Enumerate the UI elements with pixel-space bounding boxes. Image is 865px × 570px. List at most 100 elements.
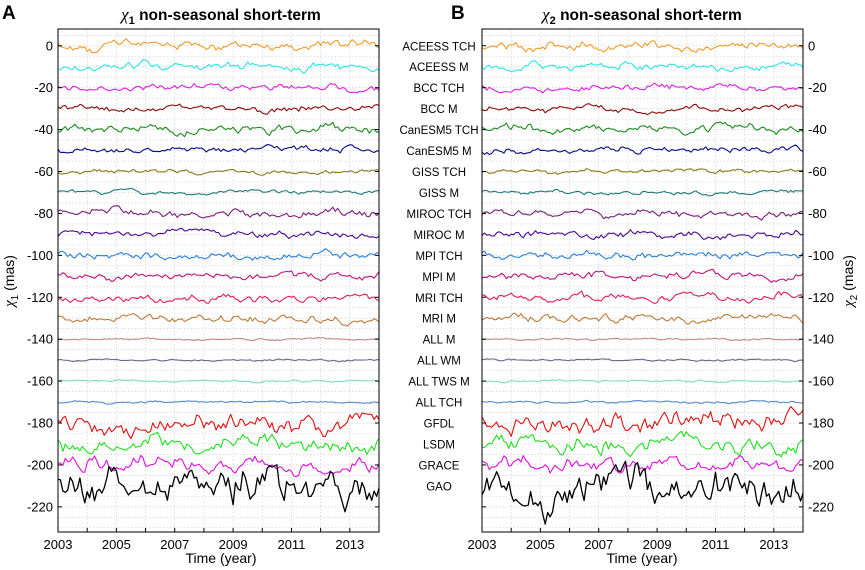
series-label: CanESM5 TCH — [399, 125, 478, 137]
x-tick-label: 2009 — [219, 537, 248, 552]
series-label: GFDL — [424, 419, 455, 431]
x-tick-label: 2011 — [277, 537, 305, 552]
series-line-mpi-m — [481, 268, 804, 283]
panel-b-ylabel: χ2 (mas) — [840, 255, 860, 309]
x-tick-label: 2005 — [102, 537, 131, 552]
panel-a-ylabel-rest: (mas) — [1, 255, 17, 295]
y-tick-label: -80 — [808, 206, 827, 221]
panel-b-title-symbol: χ — [540, 5, 550, 24]
series-line-aceess-tch — [481, 40, 804, 54]
y-tick-label: -80 — [34, 206, 53, 221]
panel-b-frame — [481, 28, 804, 533]
x-tick-label: 2013 — [759, 537, 788, 552]
series-line-gfdl — [481, 406, 804, 437]
panel-a-grid — [58, 29, 379, 532]
series-line-gao — [481, 460, 804, 525]
series-line-mri-m — [57, 312, 380, 327]
series-line-mpi-tch — [57, 248, 380, 261]
series-label: ALL TWS M — [408, 377, 469, 389]
x-tick-label: 2003 — [44, 537, 73, 552]
series-label: CanESM5 M — [406, 146, 471, 158]
series-line-mpi-tch — [481, 249, 804, 261]
series-line-mri-tch — [57, 293, 380, 304]
series-line-grace — [57, 454, 380, 478]
panel-b-ylabel-sub: 2 — [849, 294, 860, 300]
series-labels: ACEESS TCH ACEESS M BCC TCH BCC M CanESM5 TC… — [399, 41, 478, 493]
series-line-lsdm — [57, 431, 380, 456]
y-tick-label: -100 — [27, 248, 53, 263]
series-line-aceess-tch — [57, 38, 380, 54]
series-label: MRI TCH — [415, 293, 463, 305]
panel-b-ylabel-symbol: χ — [841, 300, 857, 309]
series-line-all-m — [481, 337, 804, 342]
series-line-giss-tch — [481, 168, 804, 175]
series-line-miroc-tch — [57, 205, 380, 219]
panel-a-title-symbol: χ — [119, 5, 129, 24]
y-tick-label: -200 — [27, 457, 53, 472]
panel-a-title-rest: non-seasonal short-term — [135, 7, 321, 24]
panel-a-title-sub: 1 — [129, 15, 135, 27]
x-tick-label: 2005 — [526, 537, 555, 552]
x-tick-label: 2011 — [701, 537, 729, 552]
x-tick-label: 2003 — [468, 537, 497, 552]
series-line-all-tws-m — [57, 379, 379, 384]
y-tick-label: 0 — [808, 38, 815, 53]
series-label: GISS M — [419, 188, 459, 200]
series-line-bcc-tch — [481, 82, 804, 94]
panel-b-letter: B — [451, 3, 465, 24]
series-label: ALL M — [423, 335, 456, 347]
series-line-canesm5-tch — [57, 121, 380, 138]
series-line-miroc-tch — [481, 208, 804, 221]
series-line-bcc-tch — [57, 82, 380, 94]
y-tick-label: -180 — [808, 416, 834, 431]
panel-a: A χ1 non-seasonal short-term 0-20-40-60-… — [1, 3, 380, 566]
panel-b-title-rest: non-seasonal short-term — [556, 7, 742, 24]
y-tick-label: -220 — [27, 499, 53, 514]
series-line-mpi-m — [57, 270, 380, 283]
series-line-all-tch — [481, 399, 803, 405]
panel-b-title: χ2 non-seasonal short-term — [540, 5, 742, 27]
y-tick-label: -60 — [808, 164, 827, 179]
series-label: MRI M — [422, 314, 456, 326]
y-tick-label: -140 — [808, 332, 834, 347]
series-label: ALL WM — [417, 356, 461, 368]
y-tick-label: 0 — [46, 38, 53, 53]
series-line-bcc-m — [57, 103, 380, 115]
y-tick-label: -160 — [808, 374, 834, 389]
y-tick-label: -20 — [808, 80, 827, 95]
series-line-all-m — [57, 336, 380, 342]
series-label: GRACE — [419, 460, 460, 472]
panel-a-frame — [57, 28, 380, 533]
x-tick-label: 2013 — [335, 537, 364, 552]
series-line-aceess-m — [481, 60, 804, 73]
x-tick-label: 2009 — [643, 537, 672, 552]
series-line-grace — [481, 455, 804, 474]
series-label: MPI TCH — [415, 251, 462, 263]
series-line-canesm5-tch — [481, 121, 804, 136]
panel-b-x-ticks: 2003 2005 2007 2009 2011 2013 — [468, 528, 804, 552]
series-line-bcc-m — [481, 103, 804, 116]
series-line-mri-m — [481, 312, 804, 325]
panel-b-xlabel: Time (year) — [606, 550, 677, 566]
panel-b-ylabel-rest: (mas) — [840, 255, 856, 295]
panel-b: B χ2 non-seasonal short-term 0-20-40-60-… — [451, 3, 860, 566]
series-line-miroc-m — [57, 227, 380, 240]
panel-b-lines — [481, 40, 804, 525]
panel-a-letter: A — [2, 3, 16, 24]
panel-b-title-sub: 2 — [550, 15, 556, 27]
y-tick-label: -200 — [808, 457, 834, 472]
y-tick-label: -180 — [27, 416, 53, 431]
series-label: GISS TCH — [412, 167, 466, 179]
series-line-canesm5-m — [481, 144, 804, 156]
series-line-giss-m — [481, 189, 803, 197]
x-tick-label: 2007 — [160, 537, 189, 552]
y-tick-label: -120 — [808, 290, 834, 305]
series-label: ACEESS M — [409, 62, 468, 74]
y-tick-label: -20 — [34, 80, 53, 95]
x-tick-label: 2007 — [584, 537, 613, 552]
series-line-giss-m — [57, 187, 380, 196]
series-line-canesm5-m — [57, 144, 380, 154]
panel-a-xlabel: Time (year) — [185, 550, 256, 566]
series-line-giss-tch — [57, 168, 380, 176]
